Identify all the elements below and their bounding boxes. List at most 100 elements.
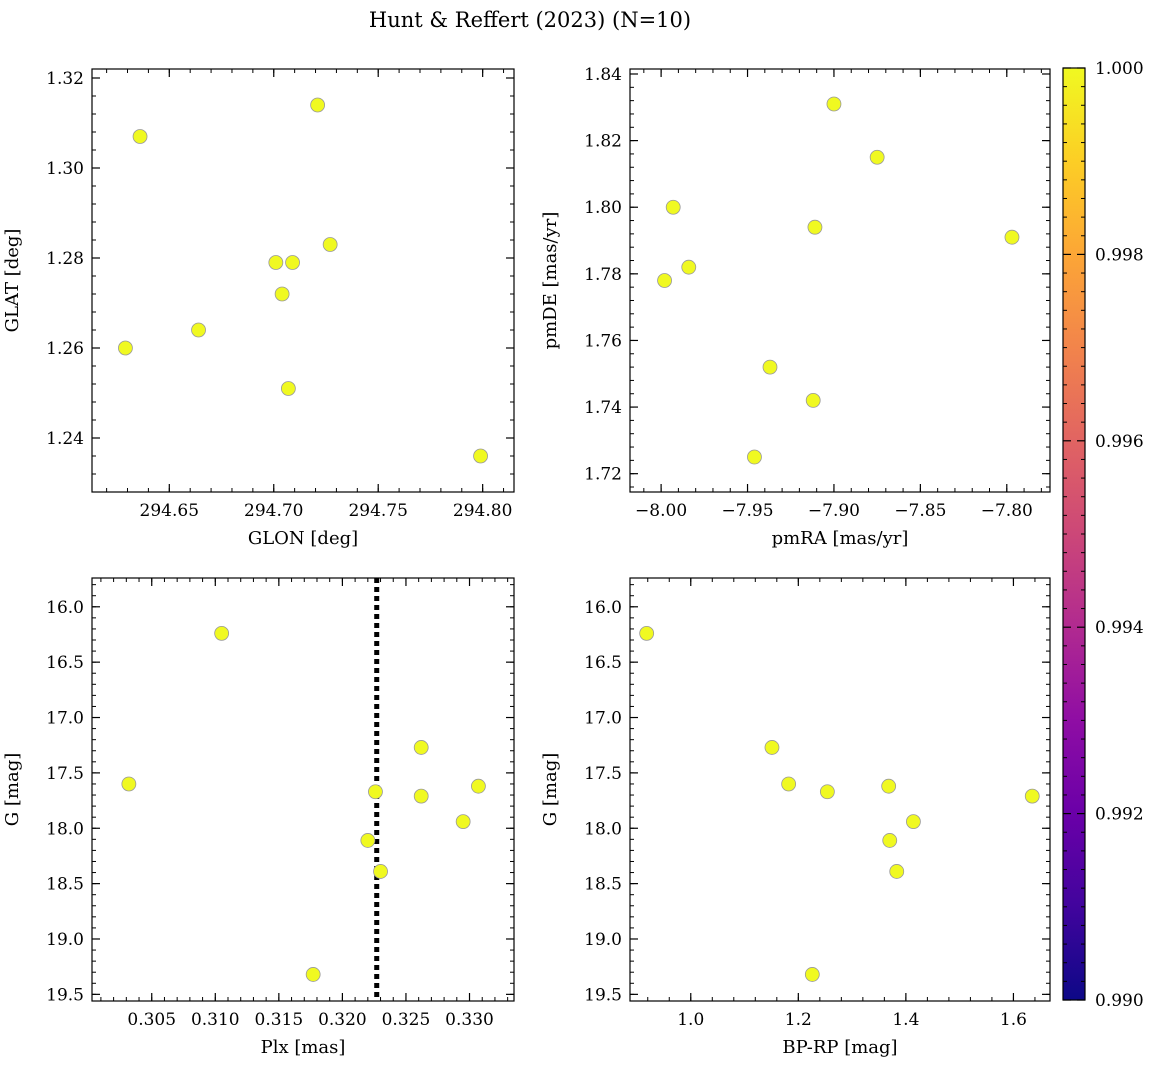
x-axis-label: BP-RP [mag] — [782, 1037, 897, 1058]
y-tick-label: 19.5 — [584, 985, 622, 1005]
x-tick-label: 1.0 — [677, 1010, 704, 1030]
x-tick-label: 0.305 — [127, 1010, 176, 1030]
colorbar-gradient — [1063, 68, 1085, 1000]
data-point — [819, 784, 835, 800]
data-point — [473, 448, 488, 464]
data-point — [214, 625, 230, 641]
colorbar-tick-label: 0.994 — [1095, 618, 1144, 638]
x-tick-label: −7.95 — [721, 501, 773, 521]
y-axis-label: pmDE [mas/yr] — [540, 212, 561, 350]
data-point — [360, 833, 376, 848]
y-tick-label: 16.0 — [584, 598, 622, 618]
y-tick-label: 19.0 — [584, 930, 622, 950]
data-point — [373, 864, 388, 879]
colorbar-tick-label: 0.998 — [1095, 245, 1144, 265]
data-point — [665, 199, 681, 215]
y-tick-label: 1.74 — [584, 398, 622, 418]
x-tick-label: 294.80 — [453, 501, 512, 521]
x-tick-label: −7.90 — [808, 501, 860, 521]
panel-pmra-pmde: −8.00 −7.95 −7.90 −7.85 −7.80 1.72 1.74 1.76 1.7… — [540, 65, 1051, 549]
panel-glon-glat: 294.65 294.70 294.75 294.80 1.24 1.26 1.28 1.30… — [2, 68, 515, 549]
data-point — [657, 273, 672, 288]
x-tick-label: 0.330 — [445, 1010, 494, 1030]
x-tick-label: 0.315 — [255, 1010, 304, 1030]
panel-plx-g: 0.305 0.310 0.315 0.320 0.325 0.330 16.0 16.5 17… — [2, 577, 515, 1058]
x-tick-label: 294.65 — [140, 501, 199, 521]
y-tick-label: 17.0 — [46, 709, 84, 729]
data-point — [118, 340, 133, 356]
data-point — [906, 814, 921, 830]
y-tick-label: 1.76 — [584, 331, 622, 351]
data-point — [764, 740, 780, 755]
data-point — [285, 255, 300, 270]
x-axis-label: pmRA [mas/yr] — [772, 528, 909, 549]
y-tick-label: 1.78 — [584, 265, 622, 285]
colorbar-tick-label: 1.000 — [1095, 59, 1144, 79]
y-tick-label: 19.0 — [46, 930, 84, 950]
y-tick-label: 1.72 — [584, 465, 622, 485]
y-tick-label: 16.5 — [584, 653, 622, 673]
data-point — [268, 255, 284, 270]
data-point — [413, 788, 429, 804]
data-point — [781, 776, 797, 792]
data-point — [681, 259, 697, 275]
data-point — [121, 776, 137, 792]
x-tick-label: 0.310 — [191, 1010, 240, 1030]
data-point — [368, 784, 383, 800]
data-point — [471, 778, 486, 794]
y-tick-label: 17.0 — [584, 709, 622, 729]
y-tick-label: 1.28 — [46, 249, 84, 269]
y-tick-label: 1.26 — [46, 339, 84, 359]
data-point — [826, 96, 842, 112]
y-axis-label: G [mag] — [2, 753, 23, 826]
data-point — [869, 149, 885, 165]
data-point — [132, 129, 148, 144]
x-tick-label: 1.2 — [785, 1010, 812, 1030]
colorbar-tick-label: 0.990 — [1095, 991, 1144, 1011]
data-point — [639, 625, 655, 641]
data-point — [455, 814, 471, 830]
y-tick-label: 18.5 — [46, 875, 84, 895]
y-tick-label: 1.84 — [584, 65, 622, 85]
data-point — [322, 237, 338, 252]
x-tick-label: 1.4 — [892, 1010, 919, 1030]
data-point — [1004, 229, 1020, 245]
y-tick-label: 18.0 — [584, 819, 622, 839]
x-axis-label: GLON [deg] — [248, 528, 358, 549]
y-tick-label: 1.32 — [46, 69, 84, 89]
plot-frame — [629, 68, 1051, 493]
x-tick-label: 0.320 — [318, 1010, 367, 1030]
panels: 294.65 294.70 294.75 294.80 1.24 1.26 1.28 1.30… — [2, 65, 1051, 1058]
data-point — [305, 967, 321, 982]
y-tick-label: 1.80 — [584, 198, 622, 218]
data-point — [804, 967, 820, 982]
x-tick-label: 294.70 — [244, 501, 303, 521]
y-tick-label: 19.5 — [46, 985, 84, 1005]
y-axis-label: GLAT [deg] — [2, 229, 23, 333]
y-tick-label: 17.5 — [46, 764, 84, 784]
y-tick-label: 1.24 — [46, 429, 84, 449]
data-point — [310, 97, 326, 113]
x-tick-label: −7.85 — [894, 501, 946, 521]
y-axis-label: G [mag] — [540, 753, 561, 826]
data-point — [280, 381, 296, 396]
colorbar-tick-label: 0.992 — [1095, 805, 1144, 825]
colorbar-tick-label: 0.996 — [1095, 432, 1144, 452]
data-point — [881, 778, 897, 794]
data-point — [889, 864, 905, 879]
data-point — [882, 833, 898, 848]
data-point — [747, 449, 762, 465]
data-point — [805, 393, 821, 408]
colorbar: 0.990 0.992 0.994 0.996 0.998 1.000 — [1062, 59, 1144, 1011]
y-tick-label: 16.0 — [46, 598, 84, 618]
y-tick-label: 1.82 — [584, 132, 622, 152]
y-tick-label: 1.30 — [46, 159, 84, 179]
x-axis-label: Plx [mas] — [261, 1037, 346, 1058]
data-point — [807, 219, 823, 235]
data-point — [191, 322, 206, 338]
x-tick-label: −7.80 — [981, 501, 1033, 521]
x-tick-label: 0.325 — [382, 1010, 431, 1030]
y-tick-label: 18.5 — [584, 875, 622, 895]
x-tick-label: −8.00 — [635, 501, 687, 521]
